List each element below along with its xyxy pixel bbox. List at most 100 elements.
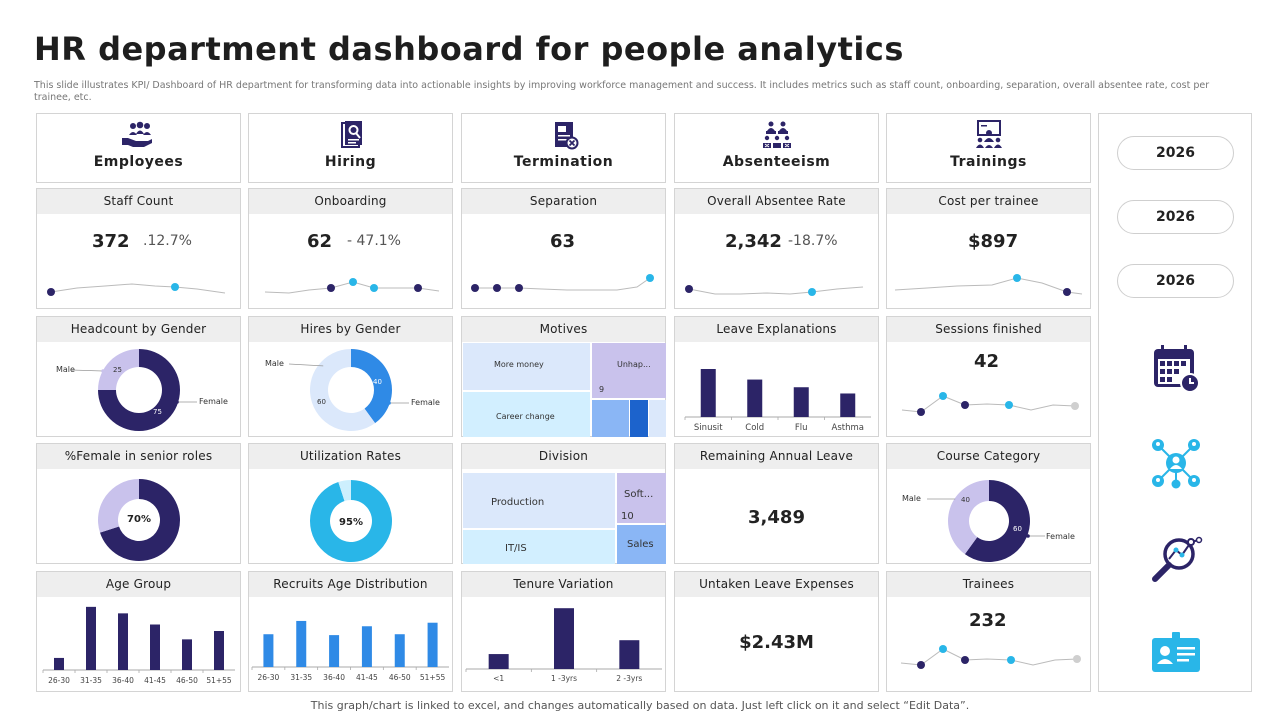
spark-point [414, 284, 422, 292]
panel-title: Leave Explanations [675, 317, 878, 342]
panel-untaken-leave[interactable]: Untaken Leave Expenses $2.43M [674, 571, 879, 692]
panel-cost-per-trainee[interactable]: Cost per trainee $897 [886, 188, 1091, 309]
tick-label: 31-35 [290, 673, 312, 682]
year-filter-button[interactable]: 2026 [1117, 200, 1234, 234]
tick-label: 36-40 [112, 676, 134, 685]
panel-title: Cost per trainee [887, 189, 1090, 214]
network-people-icon [1149, 436, 1203, 490]
donut-chart: 95% [310, 480, 392, 562]
panel-title: Motives [462, 317, 665, 342]
header-label: Absenteeism [722, 154, 831, 170]
treemap-label: IT/IS [505, 543, 527, 554]
panel-separation[interactable]: Separation 63 [461, 188, 666, 309]
spark-point [917, 661, 925, 669]
tick-label: 41-45 [356, 673, 378, 682]
panel-motives[interactable]: Motives More money Unhap... 9 Career cha… [461, 316, 666, 437]
bar [182, 639, 192, 670]
panel-age-group[interactable]: Age Group 26-30 31-35 36-40 41-45 46-50 51+55 [36, 571, 241, 692]
kpi-value: $897 [968, 231, 1019, 252]
panel-tenure-variation[interactable]: Tenure Variation <1 1 -3yrs 2 -3yrs [461, 571, 666, 692]
panel-trainees[interactable]: Trainees 232 [886, 571, 1091, 692]
training-presentation-icon [887, 120, 1090, 150]
header-label: Trainings [950, 154, 1027, 170]
header-employees[interactable]: Employees [36, 113, 241, 183]
bar [150, 624, 160, 670]
treemap: Production Soft... 10 IT/IS Sales [463, 473, 666, 564]
treemap: More money Unhap... 9 Career change [463, 343, 666, 437]
tick-label: Asthma [832, 423, 864, 433]
panel-title: Separation [462, 189, 665, 214]
tick-label: 41-45 [144, 676, 166, 685]
treemap-label: Unhap... [617, 360, 651, 369]
panel-remaining-leave[interactable]: Remaining Annual Leave 3,489 [674, 443, 879, 564]
tick-label: 26-30 [258, 673, 280, 682]
treemap-cell [463, 343, 590, 390]
bar [296, 620, 307, 667]
treemap-cell [463, 392, 590, 437]
panel-headcount-gender[interactable]: Headcount by Gender Male Female 25 75 [36, 316, 241, 437]
panel-sessions-finished[interactable]: Sessions finished 42 [886, 316, 1091, 437]
donut-slice [338, 480, 351, 502]
donut-slice [964, 480, 1030, 562]
panel-title: Sessions finished [887, 317, 1090, 342]
kpi-value: 42 [974, 351, 1000, 372]
spark-point [646, 274, 654, 282]
panel-hires-gender[interactable]: Hires by Gender Male Female 60 40 [248, 316, 453, 437]
spark-point [515, 284, 523, 292]
bar [619, 640, 640, 669]
kpi-change: .12.7% [143, 233, 192, 249]
kpi-value: 372 [92, 231, 130, 252]
header-label: Hiring [324, 154, 377, 170]
header-trainings[interactable]: Trainings [886, 113, 1091, 183]
kpi-value: $2.43M [739, 632, 814, 653]
tick-label: 36-40 [323, 673, 345, 682]
kpi-value: 3,489 [748, 507, 805, 528]
panel-division[interactable]: Division Production Soft... 10 IT/IS Sal… [461, 443, 666, 564]
spark-point [939, 392, 947, 400]
search-analytics-icon [1149, 532, 1203, 586]
bar [54, 657, 64, 670]
treemap-cell [617, 473, 666, 523]
year-filter-button[interactable]: 2026 [1117, 264, 1234, 298]
panel-absentee-rate[interactable]: Overall Absentee Rate 2,342 -18.7% [674, 188, 879, 309]
header-label: Termination [513, 154, 614, 170]
treemap-label: Career change [496, 412, 555, 421]
panel-leave-explanations[interactable]: Leave Explanations Sinusit Cold Flu Asthma [674, 316, 879, 437]
header-absenteeism[interactable]: Absenteeism [674, 113, 879, 183]
kpi-change: -18.7% [788, 233, 838, 249]
header-hiring[interactable]: Hiring [248, 113, 453, 183]
tick-label: Flu [795, 423, 808, 433]
bar-chart: <1 1 -3yrs 2 -3yrs [465, 608, 662, 683]
year-filter-button[interactable]: 2026 [1117, 136, 1234, 170]
tick-label: 1 -3yrs [551, 674, 577, 683]
tick-label: Sinusit [694, 423, 723, 433]
calendar-clock-icon [1149, 342, 1203, 396]
bar [361, 626, 372, 667]
sparkline [894, 274, 1083, 296]
bar [263, 634, 274, 667]
donut-slice [351, 349, 392, 424]
panel-title: Age Group [37, 572, 240, 597]
panel-staff-count[interactable]: Staff Count 372 .12.7% [36, 188, 241, 309]
header-termination[interactable]: Termination [461, 113, 666, 183]
panel-female-senior[interactable]: %Female in senior roles 70% [36, 443, 241, 564]
panel-course-category[interactable]: Course Category Male Female 40 60 [886, 443, 1091, 564]
spark-point [1071, 402, 1079, 410]
male-value: 40 [961, 496, 970, 504]
male-value: 60 [317, 398, 326, 406]
male-label: Male [265, 359, 284, 368]
spark-point [961, 656, 969, 664]
panel-recruits-age[interactable]: Recruits Age Distribution 26-30 31-35 36-4… [248, 571, 453, 692]
sparkline [471, 274, 654, 292]
male-label: Male [902, 494, 921, 503]
panel-title: Untaken Leave Expenses [675, 572, 878, 597]
donut-chart: Male Female 60 40 [265, 349, 440, 431]
panel-utilization[interactable]: Utilization Rates 95% [248, 443, 453, 564]
panel-onboarding[interactable]: Onboarding 62 - 47.1% [248, 188, 453, 309]
bar [747, 379, 763, 417]
absent-people-icon [675, 120, 878, 150]
termination-document-icon [462, 120, 665, 150]
female-value: 40 [373, 378, 382, 386]
page-title: HR department dashboard for people analy… [34, 30, 904, 68]
treemap-cell [649, 400, 666, 437]
